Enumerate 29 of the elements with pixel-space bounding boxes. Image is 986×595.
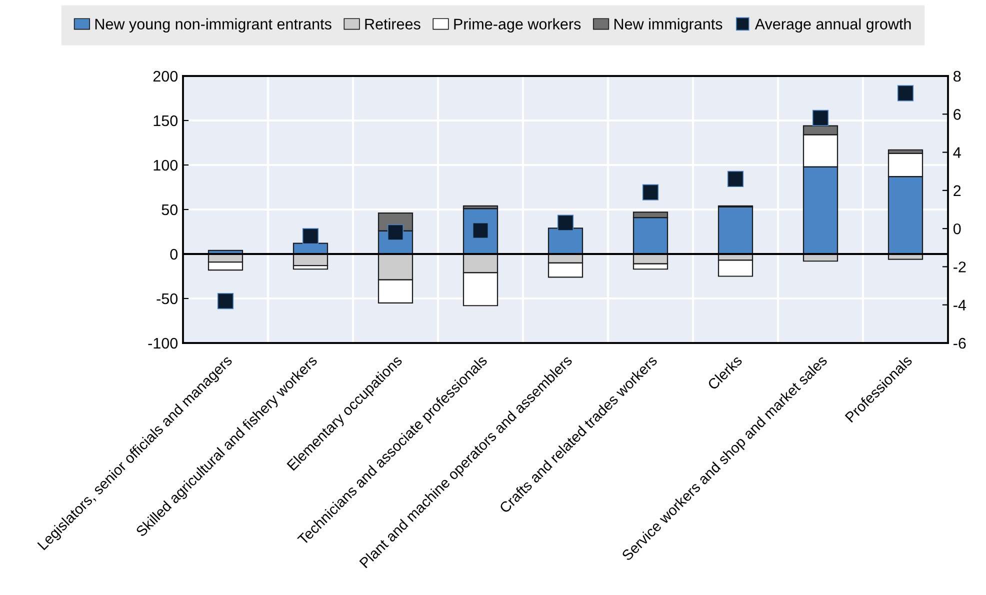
- y2-tick-label: 0: [953, 223, 961, 234]
- y-tick-label: 100: [154, 160, 178, 171]
- y2-tick-label: 4: [953, 147, 961, 158]
- bar: [718, 206, 754, 255]
- point: [387, 224, 404, 240]
- y2-tick-label: 8: [954, 70, 961, 82]
- y-tick-label: 150: [154, 115, 178, 126]
- legend-label: New young non-immigrant entrants: [95, 18, 332, 32]
- y2-tick-label: -2: [954, 262, 966, 272]
- y2-tick-label: 6: [954, 109, 961, 120]
- legend-label: Average annual growth: [754, 18, 911, 32]
- point: [812, 110, 829, 126]
- point: [642, 184, 659, 200]
- y-tick-label: -50: [156, 293, 178, 304]
- y-tick-label: -100: [148, 338, 178, 349]
- legend-label: Retirees: [365, 18, 420, 30]
- y2-tick-label: -4: [954, 300, 966, 310]
- y2-tick-label: 2: [954, 185, 961, 196]
- point: [897, 85, 914, 102]
- y-tick-label: 0: [170, 248, 178, 260]
- y-tick-label: 50: [162, 204, 178, 216]
- y2-tick-label: -6: [954, 338, 966, 349]
- point: [217, 292, 234, 310]
- y-tick-label: 200: [153, 70, 178, 82]
- point: [302, 228, 319, 244]
- point: [557, 214, 574, 231]
- point: [727, 170, 744, 188]
- legend-label: Prime-age workers: [454, 18, 581, 32]
- legend-label: New immigrants: [614, 18, 722, 32]
